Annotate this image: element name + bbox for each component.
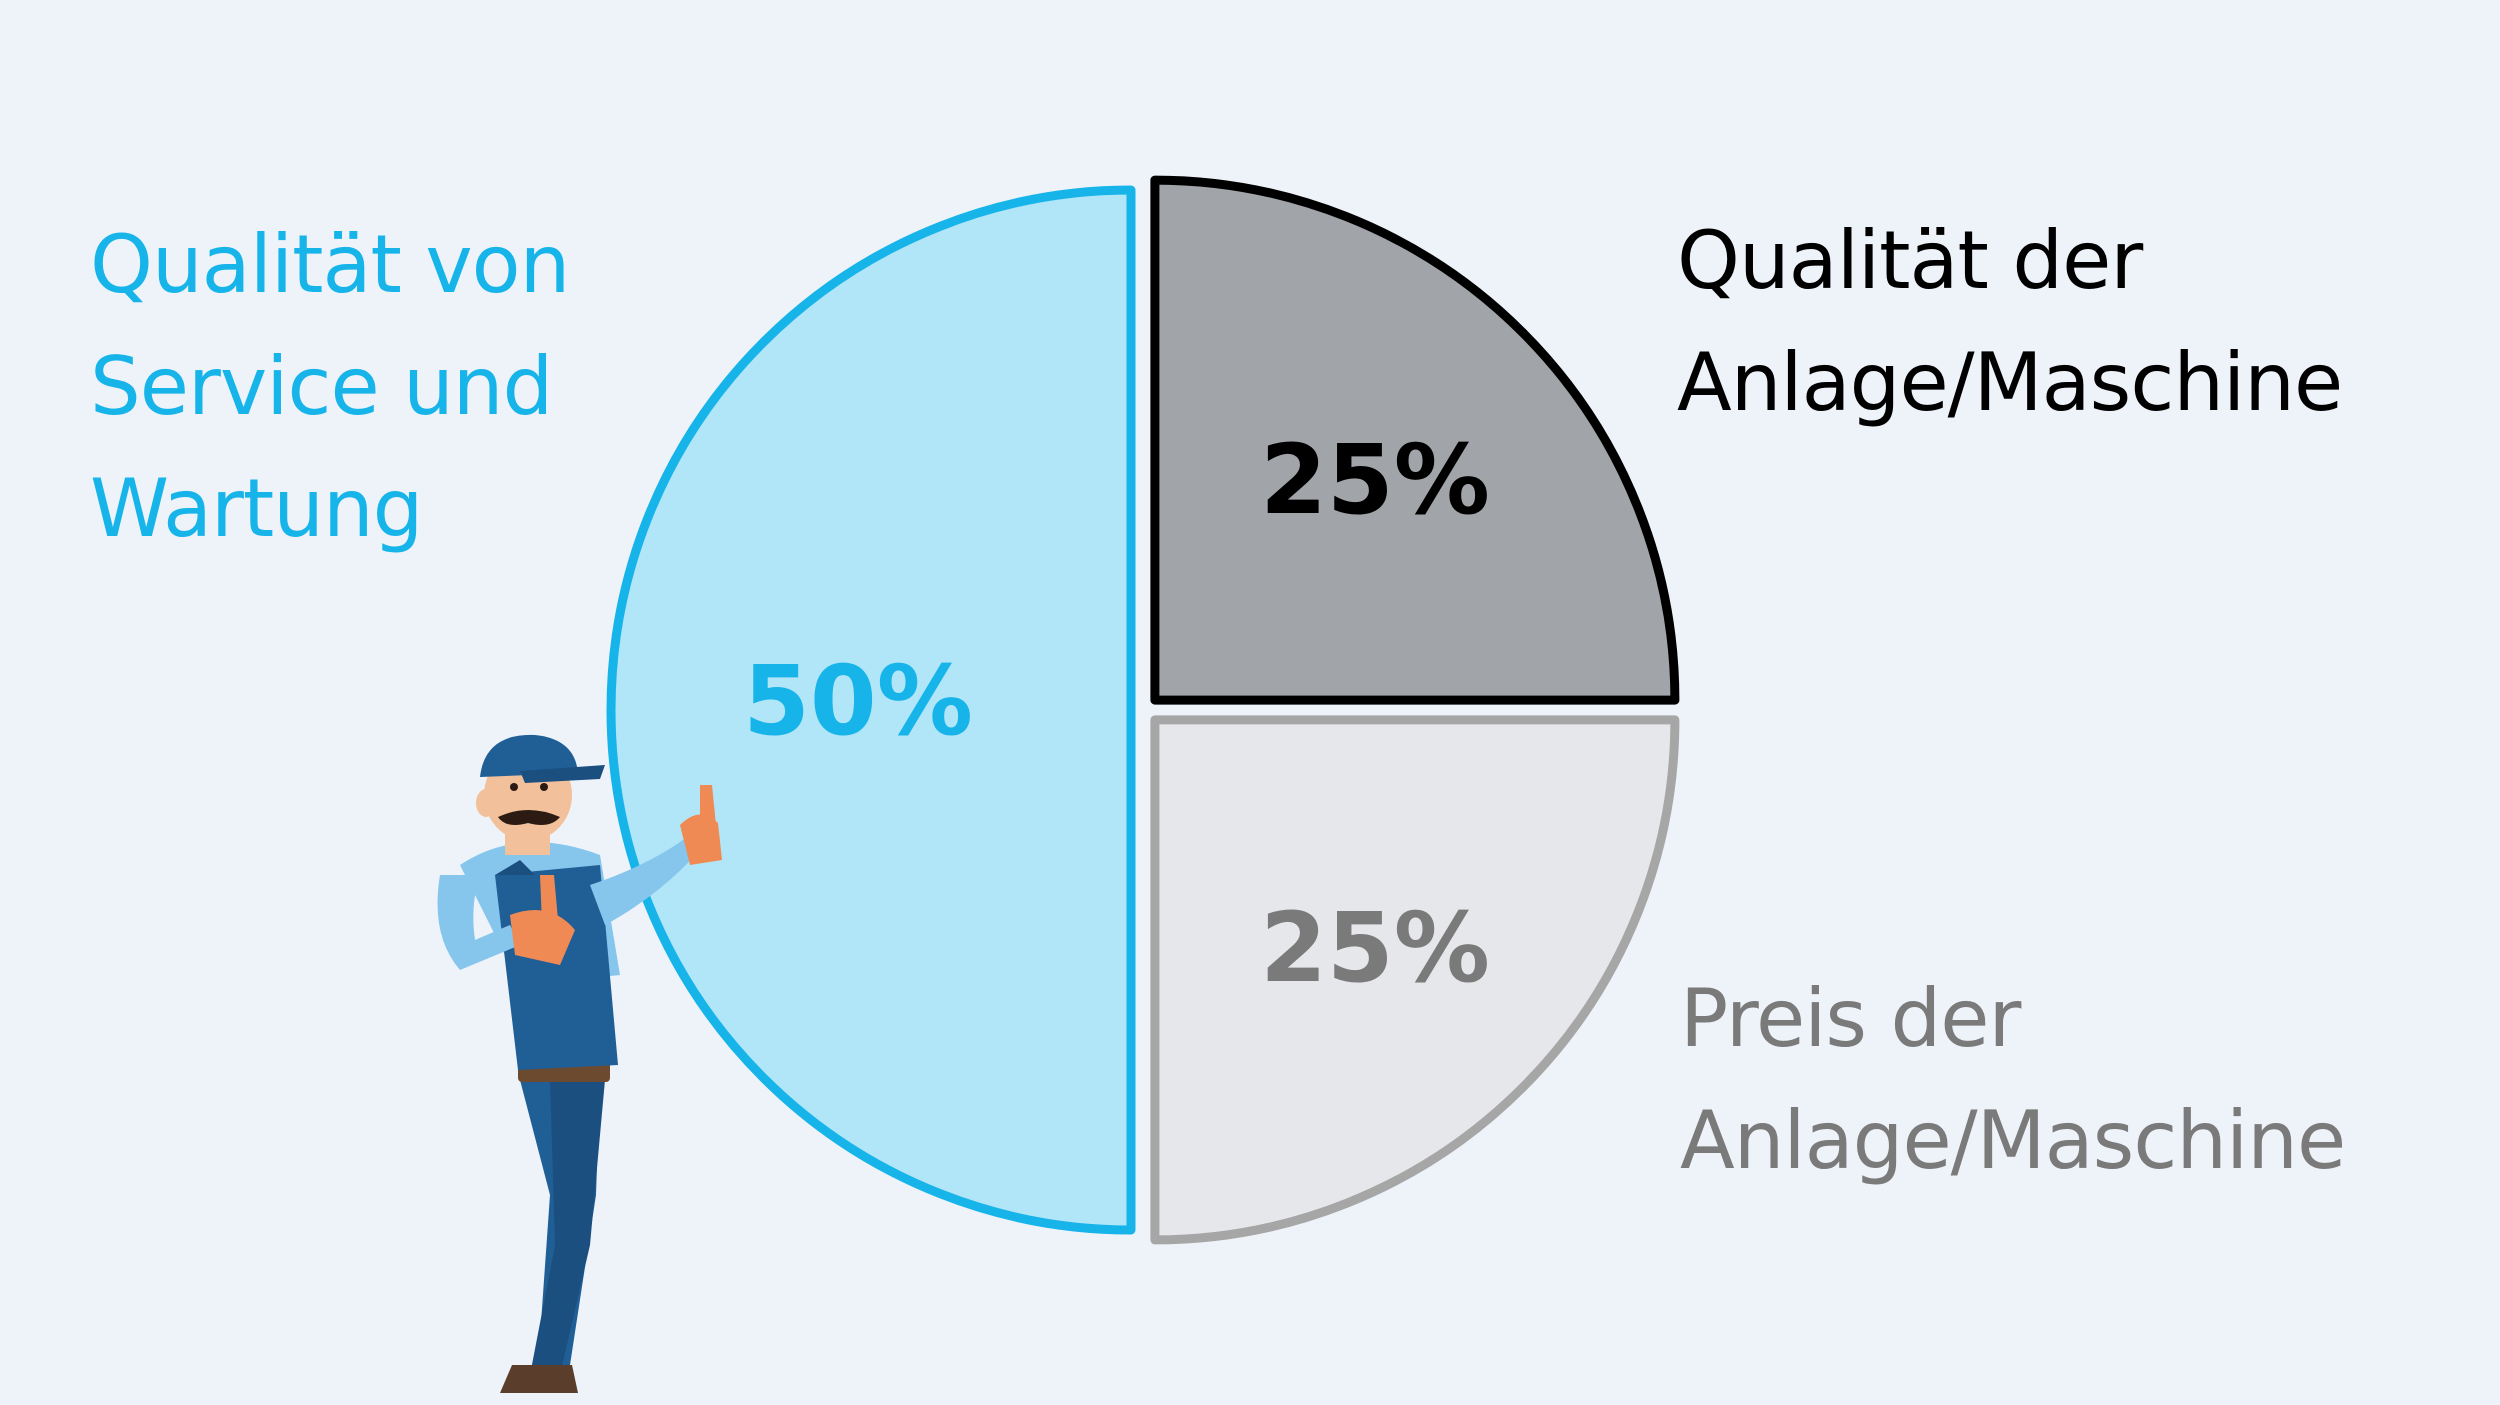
label-qualitaet-anlage: Qualität der Anlage/Maschine — [1677, 200, 2343, 444]
label-line: Anlage/Maschine — [1677, 336, 2343, 429]
slice-qualitaet-service — [606, 185, 1136, 1235]
slice-preis-anlage — [1150, 715, 1680, 1245]
label-line: Service und — [90, 340, 553, 433]
value-label-preis-anlage: 25% — [1260, 892, 1490, 1004]
slice-qualitaet-anlage — [1150, 175, 1680, 705]
value-label-qualitaet-service: 50% — [743, 645, 973, 757]
label-line: Wartung — [90, 462, 423, 555]
label-line: Anlage/Maschine — [1680, 1094, 2346, 1187]
label-preis-anlage: Preis der Anlage/Maschine — [1680, 958, 2346, 1202]
label-line: Qualität der — [1677, 214, 2143, 307]
label-line: Qualität von — [90, 218, 570, 311]
mechanic-thumbs-up-icon — [437, 734, 722, 1393]
label-line: Preis der — [1680, 972, 2021, 1065]
label-qualitaet-service: Qualität von Service und Wartung — [90, 204, 570, 570]
value-label-qualitaet-anlage: 25% — [1260, 424, 1490, 536]
